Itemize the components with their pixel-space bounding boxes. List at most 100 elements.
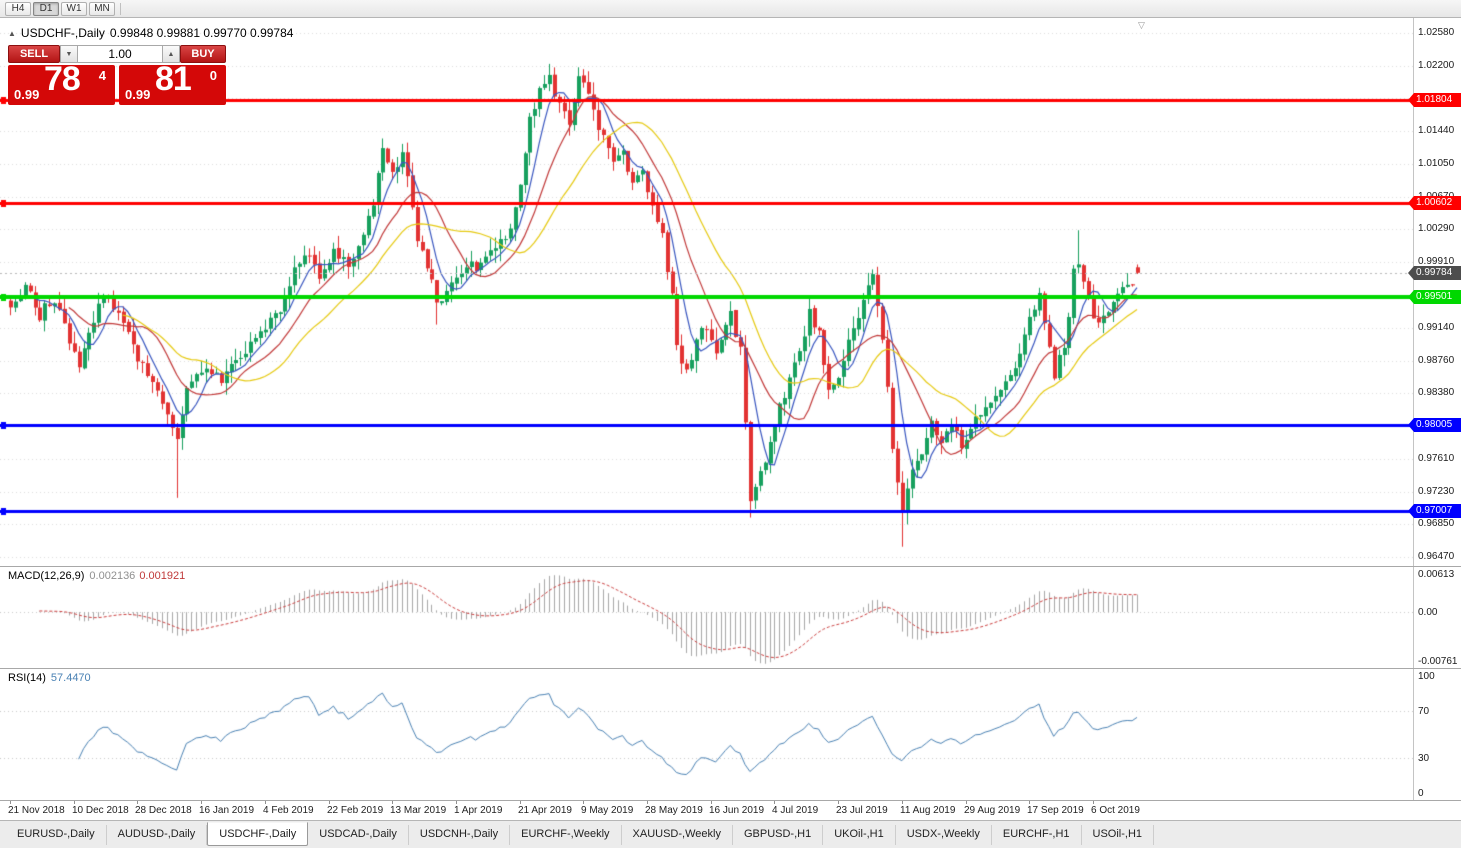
rsi-axis-label: 100 — [1418, 671, 1435, 682]
period-button-d1[interactable]: D1 — [33, 1, 59, 16]
date-tick — [74, 801, 75, 804]
one-click-trading-panel: SELL ▼ ▲ BUY 0.99 78 4 0.99 81 0 — [8, 45, 226, 105]
date-label: 13 Mar 2019 — [390, 805, 447, 816]
price-axis-label: 0.97610 — [1418, 453, 1455, 465]
macd-axis-label: 0.00 — [1418, 607, 1438, 619]
tag-label: 0.97007 — [1414, 503, 1461, 518]
date-label: 29 Aug 2019 — [964, 805, 1021, 816]
tag-label: 0.99501 — [1414, 290, 1461, 305]
period-button-h4[interactable]: H4 — [5, 1, 31, 16]
volume-input[interactable] — [78, 45, 162, 63]
macd-label: MACD(12,26,9) 0.002136 0.001921 — [8, 570, 185, 582]
date-label: 17 Sep 2019 — [1027, 805, 1084, 816]
price-axis-label: 1.00290 — [1418, 223, 1455, 235]
price-level-tag[interactable]: 0.99501 — [1408, 290, 1461, 305]
chart-tab-usdcnh-daily[interactable]: USDCNH-,Daily — [409, 825, 511, 845]
chart-tab-eurchf-weekly[interactable]: EURCHF-,Weekly — [510, 825, 622, 845]
date-tick — [774, 801, 775, 804]
date-label: 16 Jan 2019 — [199, 805, 255, 816]
price-axis-label: 1.02580 — [1418, 27, 1455, 38]
date-label: 6 Oct 2019 — [1091, 805, 1140, 816]
tag-arrow-icon — [1408, 265, 1414, 280]
chart-tab-usdchf-daily[interactable]: USDCHF-,Daily — [207, 822, 309, 846]
chevron-up-icon: ▲ — [167, 50, 175, 58]
date-tick — [1093, 801, 1094, 804]
price-axis-label: 1.01050 — [1418, 158, 1455, 170]
chart-tab-xauusd-weekly[interactable]: XAUUSD-,Weekly — [622, 825, 733, 845]
buy-price-display[interactable]: 0.99 81 0 — [119, 65, 226, 105]
price-axis-label: 1.01440 — [1418, 124, 1455, 136]
chart-window: ▲ USDCHF-,Daily 0.99848 0.99881 0.99770 … — [0, 18, 1461, 820]
sell-price-sup: 4 — [98, 68, 106, 83]
price-level-tag[interactable]: 0.97007 — [1408, 503, 1461, 518]
date-label: 21 Apr 2019 — [518, 805, 572, 816]
chart-title-symbol: USDCHF-,Daily — [20, 26, 105, 40]
date-label: 4 Jul 2019 — [772, 805, 819, 816]
date-tick — [520, 801, 521, 804]
date-tick — [456, 801, 457, 804]
current-price-tag[interactable]: 0.99784 — [1408, 265, 1461, 280]
rsi-name: RSI(14) — [8, 672, 46, 684]
chart-tab-eurchf-h1[interactable]: EURCHF-,H1 — [992, 825, 1082, 845]
rsi-axis[interactable]: 100 70 30 0 — [1413, 669, 1461, 800]
macd-axis[interactable]: 0.00613 0.00 -0.00761 — [1413, 567, 1461, 668]
volume-decrease-button[interactable]: ▼ — [60, 45, 78, 63]
macd-axis-label: 0.00613 — [1418, 569, 1455, 580]
macd-pane: MACD(12,26,9) 0.002136 0.001921 0.00613 0.0… — [0, 566, 1461, 668]
date-label: 28 Dec 2018 — [135, 805, 192, 816]
macd-canvas[interactable] — [0, 567, 1413, 668]
rsi-canvas[interactable] — [0, 669, 1413, 800]
toolbar-separator — [120, 2, 121, 15]
price-axis-label: 0.98380 — [1418, 387, 1455, 399]
sell-button[interactable]: SELL — [8, 45, 60, 63]
date-label: 21 Nov 2018 — [8, 805, 65, 816]
tag-arrow-icon — [1408, 195, 1414, 210]
date-label: 11 Aug 2019 — [900, 805, 956, 816]
price-pane: ▲ USDCHF-,Daily 0.99848 0.99881 0.99770 … — [0, 18, 1461, 566]
chart-tab-usoil-h1[interactable]: USOil-,H1 — [1082, 825, 1155, 845]
buy-button[interactable]: BUY — [180, 45, 226, 63]
rsi-axis-label: 0 — [1418, 788, 1424, 799]
date-axis[interactable]: 21 Nov 2018 10 Dec 2018 28 Dec 2018 16 Jan … — [0, 800, 1461, 820]
period-button-mn[interactable]: MN — [89, 1, 115, 16]
price-axis-label: 0.96850 — [1418, 518, 1455, 530]
price-axis[interactable]: 1.025801.022001.014401.010501.006701.002… — [1408, 18, 1461, 566]
chart-tab-bar: EURUSD-,Daily AUDUSD-,Daily USDCHF-,Daily U… — [0, 820, 1461, 848]
chart-tab-ukoil-h1[interactable]: UKOil-,H1 — [823, 825, 896, 845]
sell-price-display[interactable]: 0.99 78 4 — [8, 65, 115, 105]
chart-tab-eurusd-daily[interactable]: EURUSD-,Daily — [6, 825, 107, 845]
chart-shift-marker-icon[interactable]: ▽ — [1138, 20, 1145, 30]
one-click-prices: 0.99 78 4 0.99 81 0 — [8, 65, 226, 105]
chart-tab-usdcad-daily[interactable]: USDCAD-,Daily — [308, 825, 409, 845]
tag-arrow-icon — [1408, 503, 1414, 518]
period-button-w1[interactable]: W1 — [61, 1, 87, 16]
rsi-axis-label: 70 — [1418, 705, 1430, 717]
date-label: 10 Dec 2018 — [72, 805, 129, 816]
collapse-triangle-icon: ▲ — [8, 28, 16, 38]
macd-name: MACD(12,26,9) — [8, 570, 85, 582]
tag-arrow-icon — [1408, 290, 1414, 305]
buy-price-sup: 0 — [209, 68, 217, 83]
rsi-value: 57.4470 — [50, 672, 91, 684]
tag-arrow-icon — [1408, 418, 1414, 433]
price-level-tag[interactable]: 1.01804 — [1408, 92, 1461, 107]
rsi-pane: RSI(14) 57.4470 100 70 30 0 — [0, 668, 1461, 800]
chart-title-ohlc: 0.99848 0.99881 0.99770 0.99784 — [109, 26, 294, 40]
chart-tab-usdx-weekly[interactable]: USDX-,Weekly — [896, 825, 992, 845]
sell-price-prefix: 0.99 — [14, 87, 40, 102]
chevron-down-icon: ▼ — [65, 50, 73, 58]
volume-increase-button[interactable]: ▲ — [162, 45, 180, 63]
price-level-tag[interactable]: 0.98005 — [1408, 418, 1461, 433]
tag-label: 0.99784 — [1414, 265, 1461, 280]
tag-label: 1.01804 — [1414, 92, 1461, 107]
one-click-controls: SELL ▼ ▲ BUY — [8, 45, 226, 63]
chart-tab-audusd-daily[interactable]: AUDUSD-,Daily — [107, 825, 208, 845]
price-axis-label: 0.96470 — [1418, 550, 1455, 562]
price-level-tag[interactable]: 1.00602 — [1408, 195, 1461, 210]
price-axis-label: 1.02200 — [1418, 59, 1455, 71]
macd-value-signal: 0.001921 — [139, 570, 186, 582]
price-chart-canvas[interactable] — [0, 18, 1413, 566]
chart-tab-gbpusd-h1[interactable]: GBPUSD-,H1 — [733, 825, 824, 845]
date-tick — [1029, 801, 1030, 804]
date-tick — [137, 801, 138, 804]
